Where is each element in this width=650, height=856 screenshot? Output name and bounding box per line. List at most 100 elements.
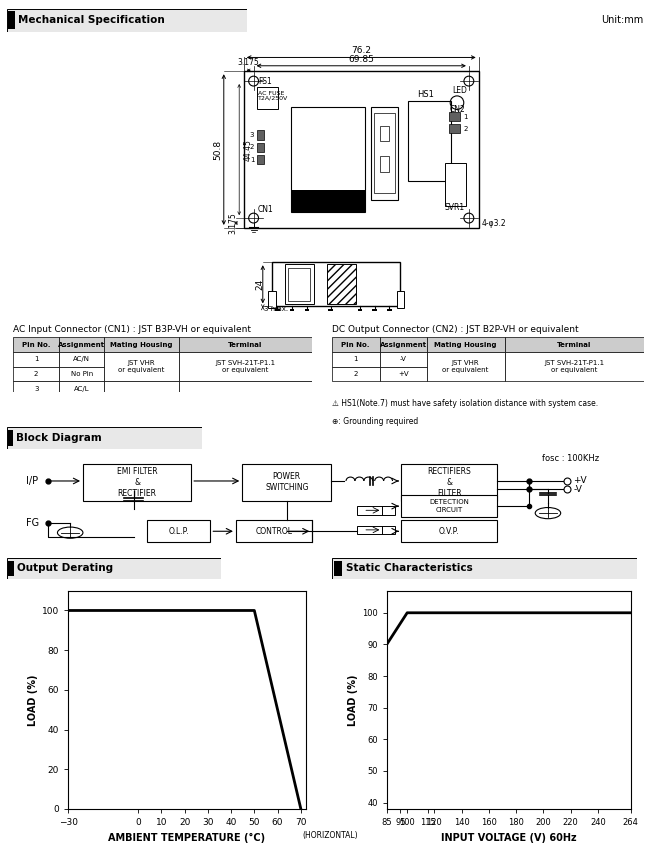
Text: -V: -V xyxy=(573,484,582,494)
Bar xyxy=(370,107,398,199)
Text: 76.2: 76.2 xyxy=(351,46,371,55)
Text: Pin No.: Pin No. xyxy=(341,342,370,348)
Text: 3.175: 3.175 xyxy=(238,58,259,68)
Text: Unit:mm: Unit:mm xyxy=(601,15,644,25)
Bar xyxy=(289,268,311,300)
Bar xyxy=(13,337,59,352)
Bar xyxy=(8,561,14,576)
Bar xyxy=(104,337,179,352)
Text: AC/N: AC/N xyxy=(73,356,90,362)
Bar xyxy=(147,520,211,543)
Text: Mating Housing: Mating Housing xyxy=(434,342,497,348)
Text: Pin No.: Pin No. xyxy=(22,342,51,348)
Bar xyxy=(291,107,365,212)
Bar xyxy=(257,87,278,109)
Bar xyxy=(285,265,314,305)
Bar xyxy=(257,143,265,152)
X-axis label: AMBIENT TEMPERATURE (°C): AMBIENT TEMPERATURE (°C) xyxy=(109,833,265,842)
Bar xyxy=(380,352,426,366)
Bar xyxy=(328,309,333,311)
Text: JST VHR
or equivalent: JST VHR or equivalent xyxy=(443,360,489,373)
Y-axis label: LOAD (%): LOAD (%) xyxy=(348,674,358,726)
Text: 24: 24 xyxy=(255,279,265,290)
Text: 3: 3 xyxy=(34,386,38,392)
Bar xyxy=(83,464,191,501)
Text: POWER
SWITCHING: POWER SWITCHING xyxy=(265,473,309,492)
Bar xyxy=(372,309,377,311)
Bar xyxy=(380,337,426,352)
Text: AC FUSE: AC FUSE xyxy=(257,91,284,96)
Bar xyxy=(275,309,280,311)
Bar xyxy=(426,337,504,352)
Text: Terminal: Terminal xyxy=(557,342,592,348)
Text: 3: 3 xyxy=(250,132,254,138)
Text: DC Output Connector (CN2) : JST B2P-VH or equivalent: DC Output Connector (CN2) : JST B2P-VH o… xyxy=(332,325,578,335)
Bar xyxy=(380,366,426,382)
Bar xyxy=(380,126,389,141)
Bar xyxy=(305,309,309,311)
Bar xyxy=(8,11,15,29)
Text: Assignment: Assignment xyxy=(380,342,427,348)
Bar xyxy=(449,112,460,122)
Bar xyxy=(332,337,380,352)
Text: JST VHR
or equivalent: JST VHR or equivalent xyxy=(118,360,164,373)
Text: HS1: HS1 xyxy=(417,90,434,98)
Bar xyxy=(333,561,342,576)
Bar xyxy=(291,190,365,212)
Text: 69.85: 69.85 xyxy=(348,56,374,64)
Bar xyxy=(179,382,312,396)
Text: CN1: CN1 xyxy=(257,205,273,214)
Text: FS1: FS1 xyxy=(258,77,272,86)
Text: 2: 2 xyxy=(250,145,254,151)
Text: O.L.P.: O.L.P. xyxy=(168,526,188,536)
Bar xyxy=(8,430,13,446)
Text: (HORIZONTAL): (HORIZONTAL) xyxy=(302,830,358,840)
Text: 2: 2 xyxy=(463,126,467,132)
Bar xyxy=(244,71,478,228)
Text: Assignment: Assignment xyxy=(58,342,105,348)
Text: I/P: I/P xyxy=(25,476,38,486)
Text: +V: +V xyxy=(398,371,409,377)
Text: ⚠ HS1(Note.7) must have safety isolation distance with system case.: ⚠ HS1(Note.7) must have safety isolation… xyxy=(332,399,597,407)
Text: Static Characteristics: Static Characteristics xyxy=(346,563,473,574)
Text: 1: 1 xyxy=(34,356,38,362)
Bar xyxy=(380,157,389,172)
Bar xyxy=(408,101,451,181)
Bar xyxy=(387,309,391,311)
Text: CONTROL: CONTROL xyxy=(255,526,292,536)
X-axis label: INPUT VOLTAGE (V) 60Hz: INPUT VOLTAGE (V) 60Hz xyxy=(441,833,577,842)
Bar xyxy=(236,520,312,543)
Text: 3 max.: 3 max. xyxy=(264,306,288,312)
Bar xyxy=(179,337,312,352)
Text: Terminal: Terminal xyxy=(228,342,263,348)
Bar xyxy=(332,366,380,382)
Text: CN2: CN2 xyxy=(449,105,465,114)
Bar xyxy=(59,382,104,396)
Text: 2: 2 xyxy=(34,371,38,377)
Bar xyxy=(426,352,504,382)
Text: AC/L: AC/L xyxy=(74,386,90,392)
Bar xyxy=(445,163,466,205)
Text: T2A/250V: T2A/250V xyxy=(257,96,288,101)
Text: Output Derating: Output Derating xyxy=(17,563,113,574)
Bar xyxy=(59,337,104,352)
Bar xyxy=(290,309,294,311)
Text: 50.8: 50.8 xyxy=(213,140,222,160)
Bar xyxy=(396,290,404,308)
Bar xyxy=(104,382,179,396)
Text: O.V.P.: O.V.P. xyxy=(439,526,460,536)
Text: DETECTION
CIRCUIT: DETECTION CIRCUIT xyxy=(429,499,469,513)
Text: fosc : 100KHz: fosc : 100KHz xyxy=(542,455,599,463)
Text: No Pin: No Pin xyxy=(71,371,93,377)
Text: FG: FG xyxy=(25,518,39,528)
Text: Block Diagram: Block Diagram xyxy=(16,433,101,443)
Text: 2: 2 xyxy=(354,371,358,377)
Bar xyxy=(358,309,362,311)
Bar xyxy=(257,130,265,140)
Bar xyxy=(179,352,312,382)
Text: ⊕: Grounding required: ⊕: Grounding required xyxy=(332,417,418,425)
Text: 3.175: 3.175 xyxy=(229,212,237,234)
Bar xyxy=(13,382,59,396)
Text: SVR1: SVR1 xyxy=(445,204,465,212)
Bar xyxy=(332,352,380,366)
